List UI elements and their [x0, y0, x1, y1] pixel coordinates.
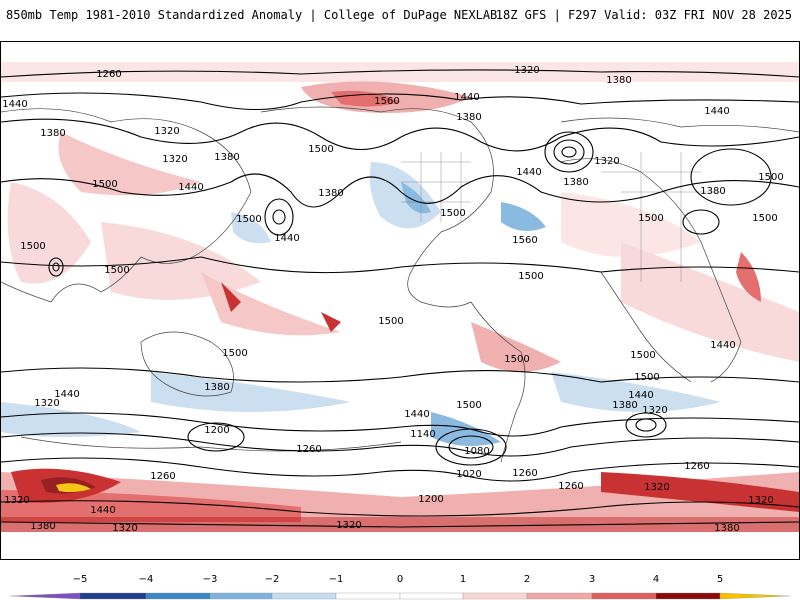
contour-label: 1320 — [154, 126, 179, 137]
contour-label: 1380 — [30, 521, 55, 532]
colorbar-cell — [9, 592, 81, 600]
colorbar-cell — [79, 592, 147, 600]
contour-label: 1440 — [454, 92, 479, 103]
colorbar-cell — [591, 592, 657, 600]
contour-label: 1260 — [296, 444, 321, 455]
contour-label: 1260 — [150, 471, 175, 482]
coastlines — [1, 106, 799, 463]
contour-label: 1320 — [162, 154, 187, 165]
colorbar-legend: −5 −4 −3 −2 −1 0 1 2 3 4 5 — [0, 574, 800, 600]
colorbar-cell — [655, 592, 721, 600]
colorbar-tick: −4 — [138, 574, 154, 585]
colorbar-tick: −1 — [328, 574, 344, 585]
contour-label: 1560 — [512, 235, 537, 246]
colorbar-cell — [145, 592, 211, 600]
contour-label: 1440 — [2, 99, 27, 110]
map-title: 850mb Temp 1981-2010 Standardized Anomal… — [6, 8, 498, 22]
contour-label: 1260 — [512, 468, 537, 479]
contour-label: 1200 — [204, 425, 229, 436]
colorbar-tick: 2 — [523, 574, 531, 585]
contour-label: 1320 — [34, 398, 59, 409]
contour-label: 1380 — [456, 112, 481, 123]
contour-label: 1440 — [516, 167, 541, 178]
contour-label: 1500 — [20, 241, 45, 252]
contour-label: 1320 — [748, 495, 773, 506]
contour-label: 1500 — [92, 179, 117, 190]
contour-label: 1440 — [90, 505, 115, 516]
contour-label: 1440 — [54, 389, 79, 400]
colorbar-tick: 0 — [396, 574, 404, 585]
contour-label: 1500 — [222, 348, 247, 359]
contour-label: 1380 — [318, 188, 343, 199]
contour-label: 1320 — [642, 405, 667, 416]
contour-label: 1380 — [204, 382, 229, 393]
colorbar-cell — [399, 592, 464, 600]
colorbar-cell — [526, 592, 593, 600]
contour-label: 1260 — [684, 461, 709, 472]
colorbar-cell — [335, 592, 401, 600]
contour-label: 1500 — [104, 265, 129, 276]
contour-label: 1320 — [644, 482, 669, 493]
contour-label: 1440 — [704, 106, 729, 117]
contour-label: 1200 — [418, 494, 443, 505]
contour-label: 1380 — [214, 152, 239, 163]
contour-label: 1500 — [518, 271, 543, 282]
contour-label: 1080 — [464, 446, 489, 457]
colorbar-cell — [271, 592, 337, 600]
contour-label: 1380 — [40, 128, 65, 139]
contour-label: 1140 — [410, 429, 435, 440]
colorbar-tick: 3 — [588, 574, 596, 585]
contour-labels: 1260 1320 1380 1440 1560 1440 1380 1440 … — [2, 65, 783, 534]
contour-label: 1500 — [308, 144, 333, 155]
contour-label: 1500 — [440, 208, 465, 219]
contour-label: 1500 — [456, 400, 481, 411]
contour-label: 1440 — [178, 182, 203, 193]
contour-label: 1320 — [112, 523, 137, 534]
colorbar-tick: 4 — [652, 574, 660, 585]
contour-label: 1320 — [594, 156, 619, 167]
contour-label: 1260 — [558, 481, 583, 492]
contour-label: 1500 — [378, 316, 403, 327]
contour-label: 1380 — [612, 400, 637, 411]
colorbar-tick: −3 — [202, 574, 218, 585]
contour-label: 1500 — [630, 350, 655, 361]
run-valid-time: 18Z GFS | F297 Valid: 03Z FRI NOV 28 202… — [495, 8, 792, 22]
contour-label: 1320 — [514, 65, 539, 76]
contour-label: 1020 — [456, 469, 481, 480]
contour-label: 1500 — [638, 213, 663, 224]
contour-label: 1500 — [236, 214, 261, 225]
anomaly-map: 1260 1320 1380 1440 1560 1440 1380 1440 … — [1, 62, 799, 559]
contour-label: 1500 — [758, 172, 783, 183]
contour-label: 1380 — [700, 186, 725, 197]
map-frame: 1260 1320 1380 1440 1560 1440 1380 1440 … — [0, 41, 800, 560]
contour-label: 1440 — [404, 409, 429, 420]
contour-label: 1500 — [752, 213, 777, 224]
contour-label: 1260 — [96, 69, 121, 80]
colorbar-tick: 1 — [459, 574, 467, 585]
colorbar-cell — [209, 592, 273, 600]
contour-label: 1380 — [563, 177, 588, 188]
contour-label: 1440 — [710, 340, 735, 351]
contour-label: 1560 — [374, 96, 399, 107]
contour-label: 1380 — [606, 75, 631, 86]
colorbar-tick: −2 — [264, 574, 280, 585]
contour-label: 1320 — [336, 520, 361, 531]
colorbar-tick: −5 — [72, 574, 88, 585]
colorbar-cell — [462, 592, 528, 600]
colorbar-cell — [719, 592, 791, 600]
header: 850mb Temp 1981-2010 Standardized Anomal… — [0, 0, 800, 30]
colorbar-tick: 5 — [716, 574, 724, 585]
contour-label: 1380 — [714, 523, 739, 534]
contour-label: 1500 — [504, 354, 529, 365]
colorbar-strip — [9, 592, 791, 600]
height-contours — [1, 69, 799, 528]
contour-label: 1440 — [628, 390, 653, 401]
contour-label: 1320 — [4, 495, 29, 506]
anomaly-shading — [1, 62, 799, 559]
contour-label: 1500 — [634, 372, 659, 383]
contour-label: 1440 — [274, 233, 299, 244]
